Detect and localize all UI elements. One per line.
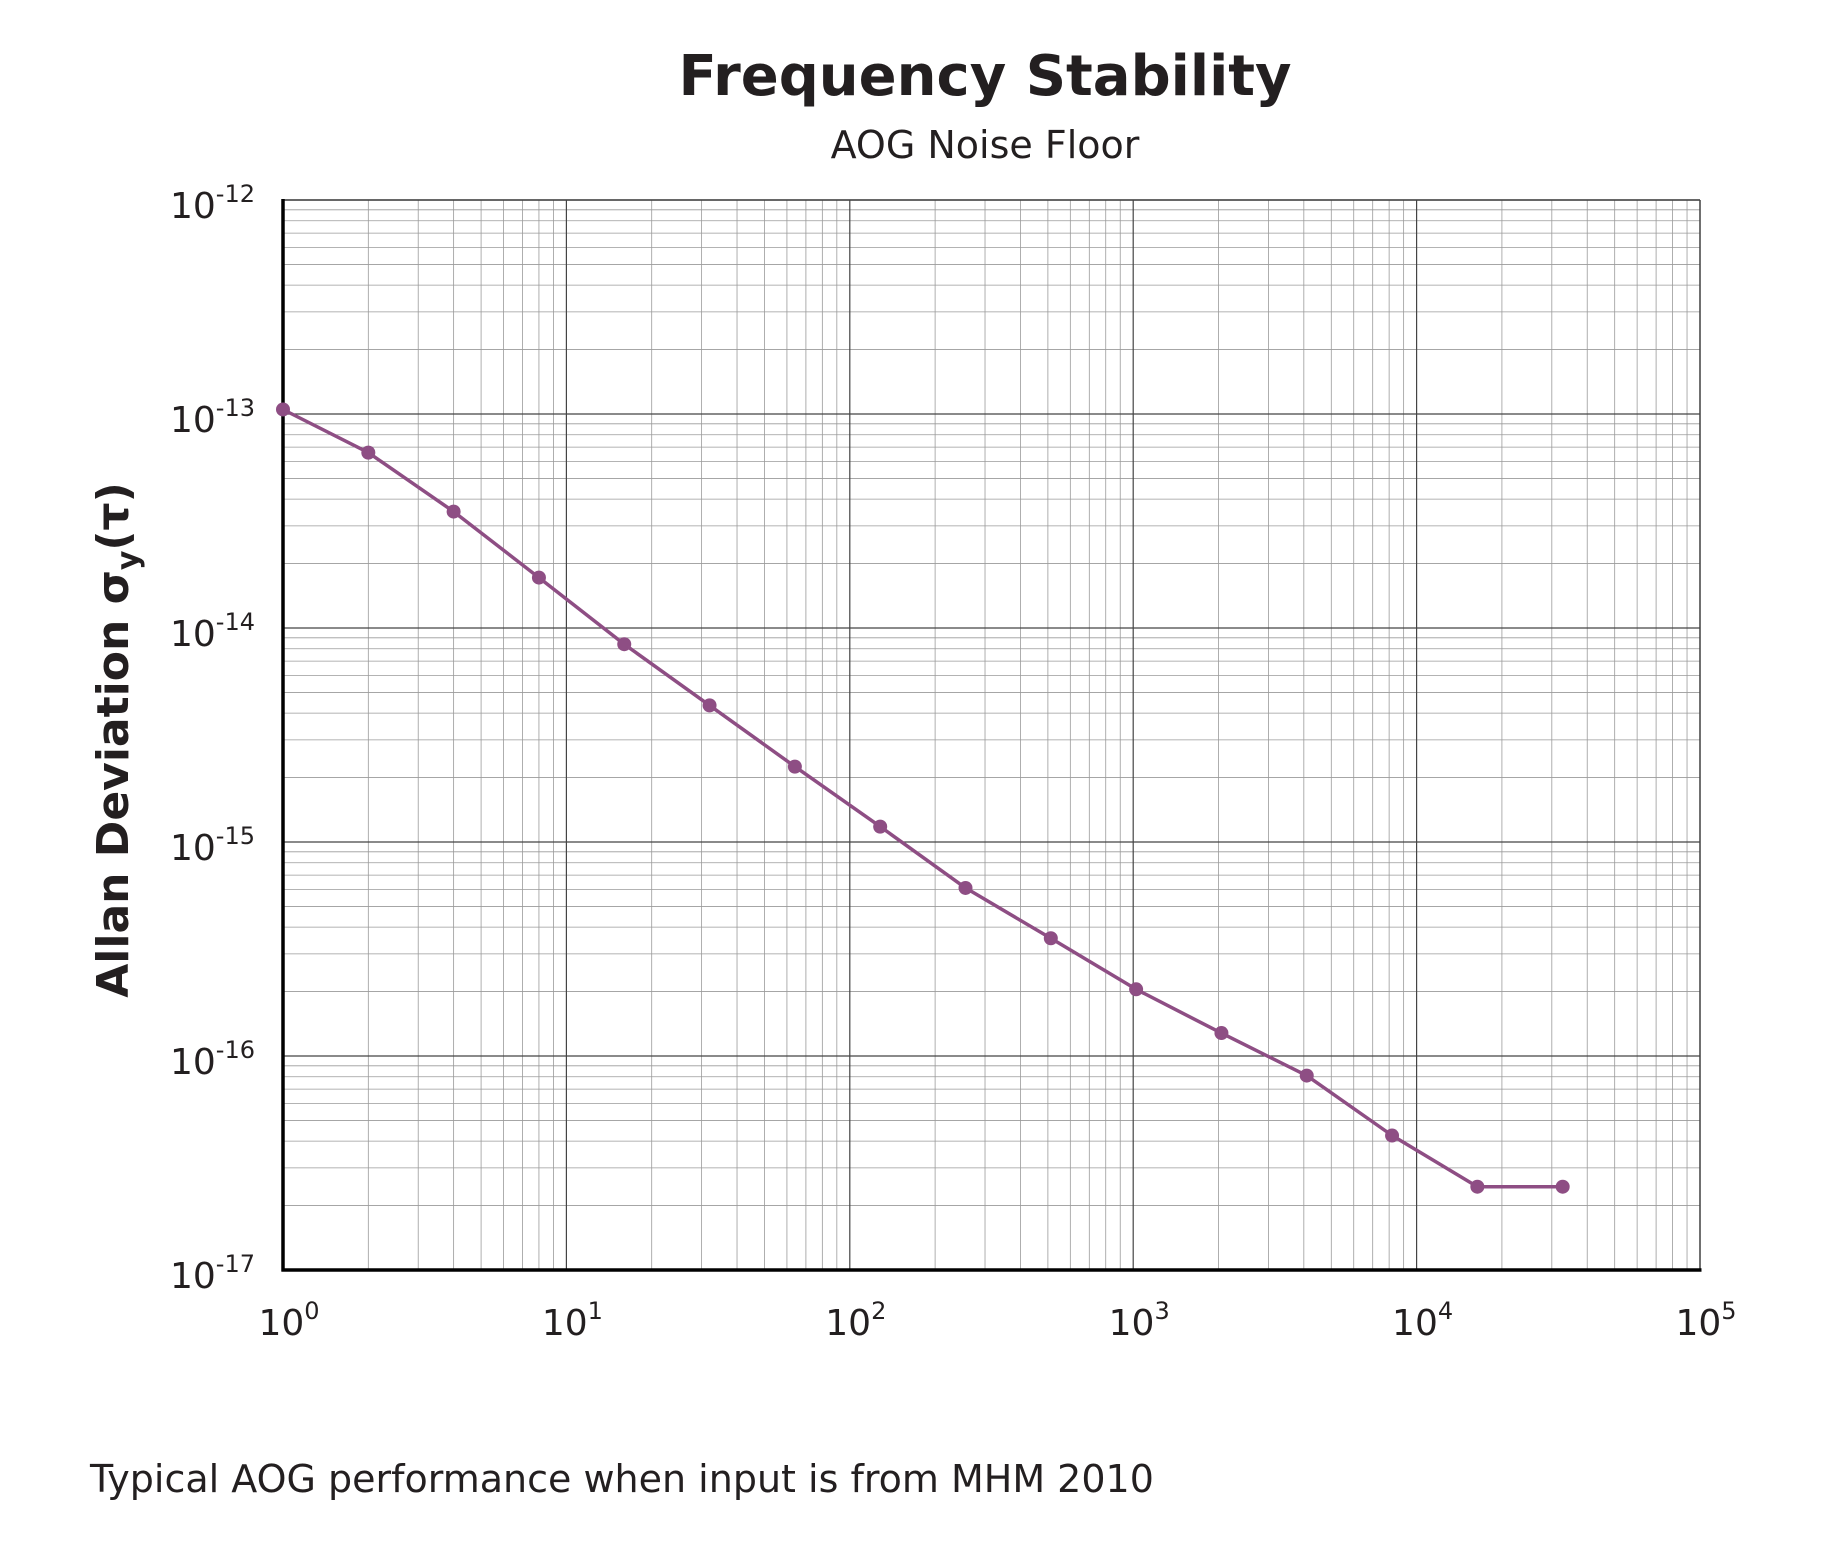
y-tick-base: 10	[170, 400, 216, 441]
data-point	[1129, 982, 1144, 997]
series-layer	[276, 402, 1570, 1194]
y-tick-exponent: -12	[216, 180, 255, 208]
y-axis-label-suffix: (τ)	[88, 482, 139, 550]
chart-subtitle: AOG Noise Floor	[831, 123, 1140, 167]
y-tick-label: 10-15	[170, 822, 255, 869]
x-tick-exponent: 4	[1438, 1297, 1453, 1325]
x-tick-label: 104	[1392, 1297, 1453, 1344]
chart-caption: Typical AOG performance when input is fr…	[89, 1457, 1154, 1501]
x-tick-exponent: 2	[871, 1297, 886, 1325]
data-point	[873, 819, 888, 834]
data-point	[1555, 1179, 1570, 1194]
data-point	[1470, 1179, 1485, 1194]
y-tick-base: 10	[170, 1256, 216, 1297]
y-tick-label: 10-16	[170, 1036, 255, 1083]
x-tick-base: 10	[542, 1303, 588, 1344]
x-tick-label: 102	[825, 1297, 886, 1344]
y-tick-label: 10-13	[170, 394, 255, 441]
x-tick-base: 10	[1109, 1303, 1155, 1344]
y-tick-base: 10	[170, 1042, 216, 1083]
x-tick-base: 10	[825, 1303, 871, 1344]
major-gridlines	[283, 199, 1701, 1270]
y-tick-exponent: -16	[216, 1036, 255, 1064]
series-line	[282, 407, 1563, 1189]
x-tick-exponent: 5	[1721, 1297, 1736, 1325]
x-tick-exponent: 1	[588, 1297, 603, 1325]
data-point	[361, 445, 376, 460]
x-tick-label: 101	[542, 1297, 603, 1344]
y-tick-exponent: -15	[216, 822, 255, 850]
x-tick-base: 10	[1675, 1303, 1721, 1344]
y-tick-exponent: -13	[216, 394, 255, 422]
y-tick-exponent: -14	[216, 608, 255, 636]
minor-gridlines	[283, 200, 1700, 1270]
data-point	[1043, 931, 1058, 946]
y-tick-base: 10	[170, 828, 216, 869]
data-point	[787, 759, 802, 774]
data-point	[958, 880, 973, 895]
data-point	[702, 698, 717, 713]
y-tick-label: 10-12	[170, 180, 255, 227]
y-tick-base: 10	[170, 186, 216, 227]
data-point	[617, 637, 632, 652]
y-axis-label: Allan Deviation σy(τ)	[88, 482, 146, 998]
data-point	[1385, 1128, 1400, 1143]
y-tick-exponent: -17	[216, 1250, 255, 1278]
y-axis-label-main: Allan Deviation σ	[88, 570, 139, 998]
x-tick-labels: 100 101 102 103 104 105	[258, 1297, 1736, 1344]
x-tick-label: 105	[1675, 1297, 1736, 1344]
data-point	[276, 402, 290, 417]
data-point	[531, 570, 546, 585]
data-point	[446, 504, 461, 519]
y-tick-label: 10-14	[170, 608, 255, 655]
data-point	[1214, 1026, 1229, 1041]
x-tick-exponent: 3	[1154, 1297, 1169, 1325]
y-axis-label-subscript: y	[111, 550, 146, 570]
chart-title: Frequency Stability	[678, 44, 1291, 109]
y-tick-base: 10	[170, 614, 216, 655]
x-tick-base: 10	[1392, 1303, 1438, 1344]
data-point	[1299, 1068, 1314, 1083]
x-tick-label: 103	[1109, 1297, 1170, 1344]
x-tick-base: 10	[258, 1303, 304, 1344]
x-tick-exponent: 0	[304, 1297, 319, 1325]
x-tick-label: 100	[258, 1297, 319, 1344]
y-tick-label: 10-17	[170, 1250, 255, 1297]
plot-axes	[281, 199, 1702, 1272]
